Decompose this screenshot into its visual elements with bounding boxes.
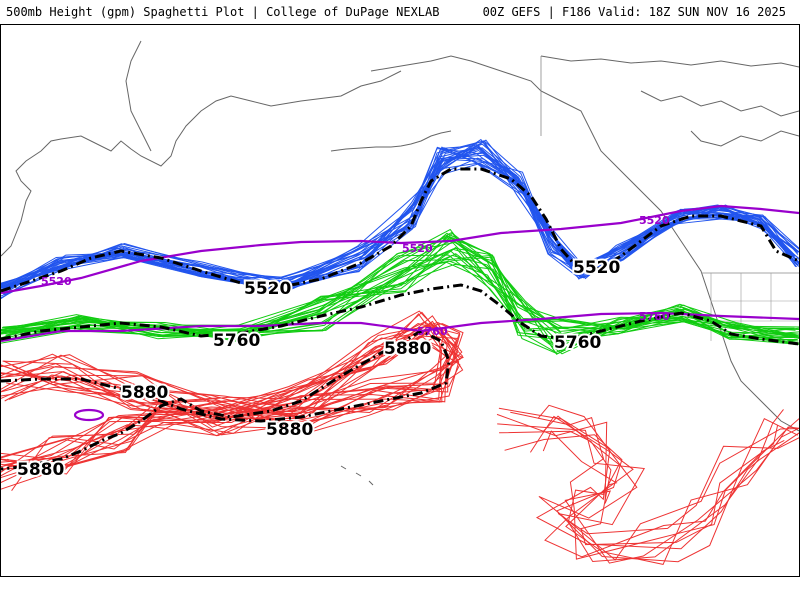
member-5880-east-23 bbox=[498, 407, 799, 550]
member-5520-9 bbox=[1, 138, 799, 299]
coast-alaska bbox=[370, 55, 799, 432]
mean-label-5880-ridge: 5880 bbox=[384, 339, 431, 359]
member-5880-east-29 bbox=[510, 411, 799, 560]
mean-label-5760-east: 5760 bbox=[554, 333, 601, 353]
plot-title: 500mb Height (gpm) Spaghetti Plot | Coll… bbox=[6, 5, 440, 19]
member-5880-east-28 bbox=[499, 424, 779, 546]
member-5760-21 bbox=[5, 247, 795, 337]
header-bar: 500mb Height (gpm) Spaghetti Plot | Coll… bbox=[0, 0, 800, 22]
coast-asia bbox=[1, 70, 402, 257]
member-5520-24 bbox=[1, 148, 799, 297]
run-valid-time: 00Z GEFS | F186 Valid: 18Z SUN NOV 16 20… bbox=[482, 5, 786, 19]
coast-aleutians bbox=[330, 130, 452, 152]
coast-hudson bbox=[690, 130, 799, 147]
mean-label-5880-south: 5880 bbox=[266, 420, 313, 440]
ensemble-members-5880 bbox=[1, 310, 799, 565]
member-5880-15 bbox=[1, 327, 459, 461]
climo-5520-line bbox=[1, 204, 799, 295]
member-5880-17 bbox=[1, 320, 464, 475]
climo-label-5760-mid: 5760 bbox=[417, 325, 448, 338]
mean-label-5880-edge: 5880 bbox=[17, 460, 64, 480]
mean-5760-line bbox=[1, 283, 799, 346]
climatology-contours bbox=[1, 204, 799, 422]
member-5880-east-27 bbox=[497, 423, 799, 535]
mean-label-5880-west: 5880 bbox=[121, 383, 168, 403]
member-5760-22 bbox=[5, 263, 799, 355]
climo-5880-ring bbox=[73, 408, 105, 422]
member-5880-east-25 bbox=[504, 418, 799, 563]
coastlines bbox=[1, 40, 799, 486]
member-5880-east-26 bbox=[537, 404, 799, 561]
footer-area bbox=[0, 577, 800, 600]
border-states bbox=[710, 273, 799, 341]
coast-canada-interior bbox=[640, 90, 799, 117]
mean-label-5520-west: 5520 bbox=[244, 279, 291, 299]
climo-label-5760-east: 5760 bbox=[639, 310, 670, 323]
member-5880-east-21 bbox=[496, 413, 799, 564]
member-5880-11 bbox=[1, 323, 464, 466]
mean-5520-line bbox=[1, 167, 799, 293]
coast-kamchatka bbox=[125, 40, 152, 152]
member-5760-16 bbox=[1, 232, 799, 352]
member-5760-18 bbox=[5, 236, 799, 355]
member-5880-18 bbox=[1, 313, 449, 490]
climo-5760-line bbox=[1, 311, 799, 343]
map-panel: 5520 5520 5760 5760 5880 5880 5880 5880 5520 5520… bbox=[0, 24, 800, 577]
member-5880-12 bbox=[1, 335, 448, 473]
member-5520-25 bbox=[2, 147, 799, 288]
coast-hawaii bbox=[340, 465, 374, 486]
climo-label-5520-mid: 5520 bbox=[402, 242, 433, 255]
member-5760-6 bbox=[1, 237, 799, 350]
climo-label-5520-east: 5520 bbox=[639, 214, 670, 227]
climo-label-5520-west: 5520 bbox=[41, 275, 72, 288]
mean-5880-line bbox=[1, 329, 451, 471]
mean-label-5760-west: 5760 bbox=[213, 331, 260, 351]
coast-canada-islands bbox=[540, 55, 799, 68]
ensemble-mean-contours bbox=[1, 167, 799, 471]
mean-label-5520-east: 5520 bbox=[573, 258, 620, 278]
